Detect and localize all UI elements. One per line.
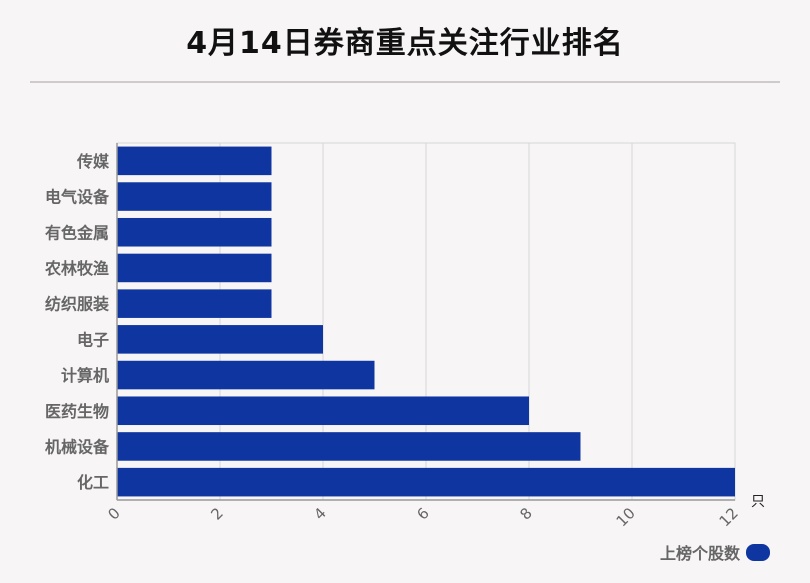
category-label: 农林牧渔 bbox=[44, 259, 109, 278]
category-label: 电子 bbox=[77, 330, 109, 349]
category-label: 化工 bbox=[77, 473, 109, 492]
bar bbox=[117, 325, 323, 354]
category-label: 机械设备 bbox=[45, 437, 110, 456]
bar bbox=[117, 146, 272, 176]
bar bbox=[117, 396, 529, 426]
bar bbox=[117, 432, 581, 461]
bar bbox=[117, 182, 272, 211]
x-tick-label: 10 bbox=[613, 504, 639, 530]
bar bbox=[117, 289, 272, 318]
x-tick-label: 8 bbox=[516, 504, 535, 523]
legend[interactable]: 上榜个股数 bbox=[660, 540, 770, 564]
x-axis-unit: 只 bbox=[751, 494, 765, 510]
x-tick-label: 2 bbox=[207, 504, 226, 523]
legend-swatch bbox=[746, 543, 770, 561]
chart-title: 4月14日券商重点关注行业排名 bbox=[186, 26, 624, 61]
x-tick-label: 0 bbox=[104, 504, 123, 523]
category-label: 纺织服装 bbox=[45, 295, 109, 314]
bar bbox=[117, 467, 735, 497]
legend-label: 上榜个股数 bbox=[659, 544, 740, 563]
category-label: 传媒 bbox=[76, 152, 110, 171]
category-label: 计算机 bbox=[61, 366, 109, 385]
bar bbox=[117, 253, 272, 283]
x-tick-label: 12 bbox=[716, 504, 742, 530]
title-divider bbox=[30, 81, 780, 83]
x-tick-label: 6 bbox=[413, 504, 432, 523]
category-label: 医药生物 bbox=[45, 402, 109, 421]
bar bbox=[117, 217, 272, 247]
x-tick-label: 4 bbox=[310, 504, 329, 523]
bar bbox=[117, 360, 375, 390]
category-label: 有色金属 bbox=[45, 223, 109, 242]
category-label: 电气设备 bbox=[45, 188, 110, 207]
